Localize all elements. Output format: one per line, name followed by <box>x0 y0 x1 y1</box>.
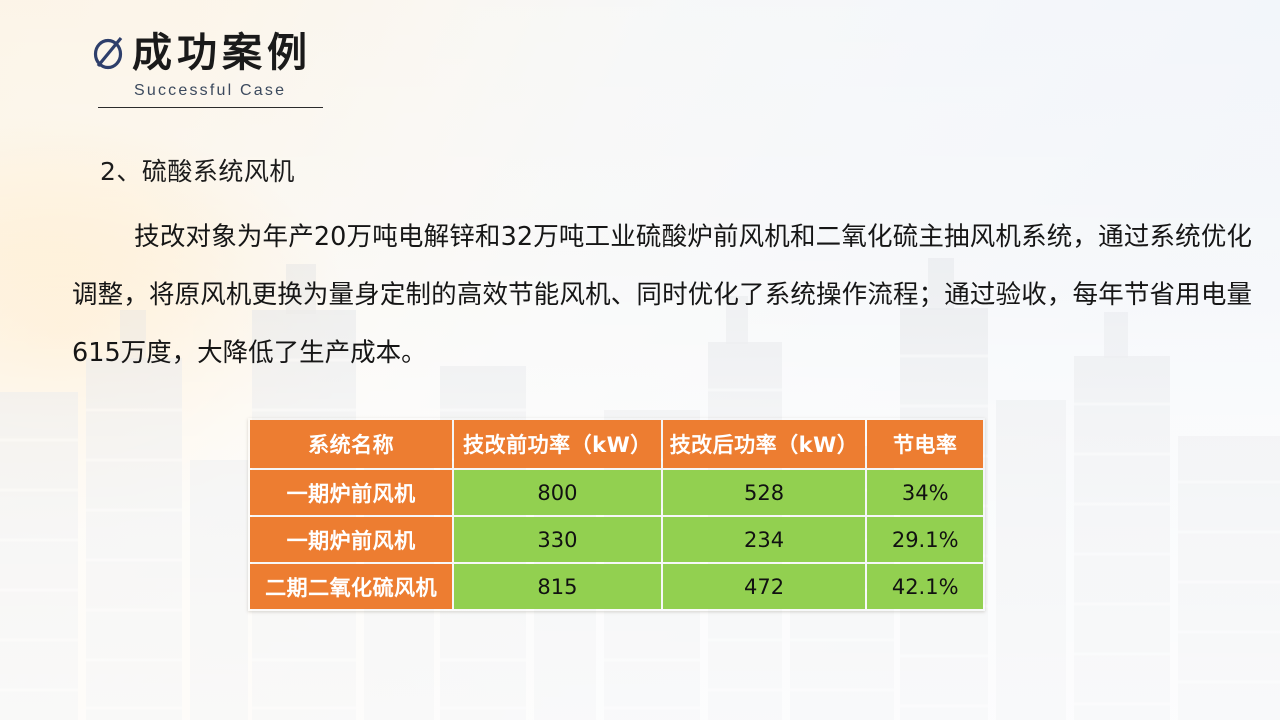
table-cell-saving-rate: 42.1% <box>867 564 983 609</box>
table-cell-power-before: 815 <box>454 564 661 609</box>
title-divider <box>98 107 323 108</box>
table-header-row: 系统名称 技改前功率（kW） 技改后功率（kW） 节电率 <box>250 420 983 468</box>
table-cell-power-after: 472 <box>662 564 866 609</box>
table-cell-saving-rate: 34% <box>867 470 983 515</box>
paragraph-text: 技改对象为年产20万吨电解锌和32万吨工业硫酸炉前风机和二氧化硫主抽风机系统，通… <box>72 222 1252 368</box>
power-savings-table: 系统名称 技改前功率（kW） 技改后功率（kW） 节电率 一期炉前风机 800 … <box>248 418 985 611</box>
slide-title-block: 成功案例 Successful Case <box>92 32 323 108</box>
slashed-circle-icon <box>92 34 126 72</box>
body-paragraph: 技改对象为年产20万吨电解锌和32万吨工业硫酸炉前风机和二氧化硫主抽风机系统，通… <box>72 208 1252 382</box>
table-cell-saving-rate: 29.1% <box>867 517 983 562</box>
table-cell-power-before: 330 <box>454 517 661 562</box>
table-cell-power-after: 528 <box>662 470 866 515</box>
table-cell-system-name: 一期炉前风机 <box>250 470 453 515</box>
table-row: 一期炉前风机 330 234 29.1% <box>250 517 983 562</box>
table-header-power-after: 技改后功率（kW） <box>662 420 866 468</box>
table-header-saving-rate: 节电率 <box>867 420 983 468</box>
section-heading: 2、硫酸系统风机 <box>100 157 295 186</box>
table-cell-power-after: 234 <box>662 517 866 562</box>
table-row: 一期炉前风机 800 528 34% <box>250 470 983 515</box>
page-subtitle: Successful Case <box>134 82 287 99</box>
title-row: 成功案例 <box>92 32 323 74</box>
table-cell-system-name: 二期二氧化硫风机 <box>250 564 453 609</box>
table-cell-power-before: 800 <box>454 470 661 515</box>
page-title: 成功案例 <box>132 30 312 76</box>
table-row: 二期二氧化硫风机 815 472 42.1% <box>250 564 983 609</box>
table-header-system-name: 系统名称 <box>250 420 453 468</box>
table-cell-system-name: 一期炉前风机 <box>250 517 453 562</box>
table-header-power-before: 技改前功率（kW） <box>454 420 661 468</box>
